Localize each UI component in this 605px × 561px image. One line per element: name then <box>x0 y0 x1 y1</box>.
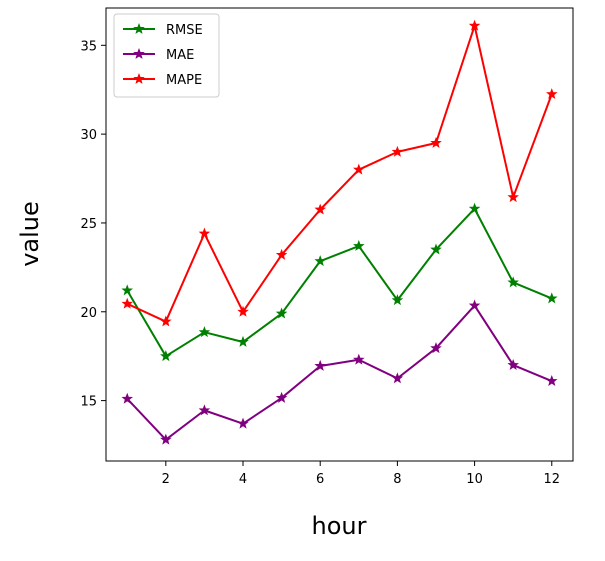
data-point-star <box>237 417 249 429</box>
series-line <box>126 207 553 358</box>
series-rmse <box>121 202 558 362</box>
data-point-star <box>546 88 558 100</box>
data-point-star <box>391 294 404 306</box>
data-point-star <box>546 375 558 386</box>
data-point-star <box>507 276 519 288</box>
data-point-star <box>353 353 365 365</box>
axis-ticks: 2 4 6 8 10 12 15 20 25 30 35 <box>80 39 560 487</box>
data-point-star <box>121 392 133 404</box>
data-point-star <box>353 240 365 251</box>
data-point-star <box>507 191 519 203</box>
data-point-star <box>275 248 288 260</box>
plot-frame <box>105 7 574 462</box>
y-tick-label: 20 <box>80 306 97 321</box>
legend-item-rmse: RMSE <box>123 22 203 38</box>
data-point-star <box>546 292 558 304</box>
data-point-star <box>353 163 365 175</box>
data-point-star <box>121 297 133 309</box>
x-tick-label: 12 <box>543 472 560 487</box>
data-point-star <box>314 203 326 215</box>
legend-label: MAE <box>166 48 194 63</box>
x-tick-label: 2 <box>162 472 170 487</box>
data-point-star <box>160 315 172 327</box>
x-tick-label: 10 <box>466 472 483 487</box>
x-tick-label: 6 <box>316 472 324 487</box>
data-point-star <box>430 136 442 148</box>
data-point-star <box>391 372 404 384</box>
data-point-star <box>468 19 481 31</box>
series-layer <box>121 19 558 445</box>
data-point-star <box>468 202 481 214</box>
x-tick-label: 8 <box>393 472 401 487</box>
series-line <box>126 304 553 441</box>
data-point-star <box>314 359 326 371</box>
y-tick-label: 30 <box>80 128 97 143</box>
x-axis-title: hour <box>312 512 367 540</box>
legend-marker-star <box>133 47 145 59</box>
y-tick-label: 25 <box>80 217 97 232</box>
series-mae <box>121 299 558 445</box>
data-point-star <box>160 433 172 445</box>
data-point-star <box>275 307 288 319</box>
legend-marker-star <box>133 22 145 34</box>
data-point-star <box>430 342 442 354</box>
series-mape <box>121 19 558 327</box>
legend-label: MAPE <box>166 73 202 88</box>
y-tick-label: 15 <box>80 395 97 410</box>
data-point-star <box>391 145 404 157</box>
data-point-star <box>237 335 249 347</box>
legend-item-mape: MAPE <box>123 72 202 88</box>
data-point-star <box>275 391 288 403</box>
legend-item-mae: MAE <box>123 47 194 63</box>
data-point-star <box>314 255 326 267</box>
data-point-star <box>198 326 211 338</box>
legend-marker-star <box>133 72 145 84</box>
data-point-star <box>160 350 172 362</box>
y-tick-label: 35 <box>80 39 97 54</box>
data-point-star <box>198 404 211 416</box>
data-point-star <box>237 305 249 317</box>
data-point-star <box>507 359 519 370</box>
data-point-star <box>468 299 481 311</box>
data-point-star <box>121 284 133 296</box>
legend: RMSE MAE MAPE <box>113 13 220 98</box>
y-axis-title: value <box>16 201 44 267</box>
data-point-star <box>430 243 442 255</box>
data-point-star <box>198 227 211 239</box>
legend-box <box>113 13 220 98</box>
x-tick-label: 4 <box>239 472 247 487</box>
legend-label: RMSE <box>166 23 203 38</box>
series-line <box>126 24 553 323</box>
